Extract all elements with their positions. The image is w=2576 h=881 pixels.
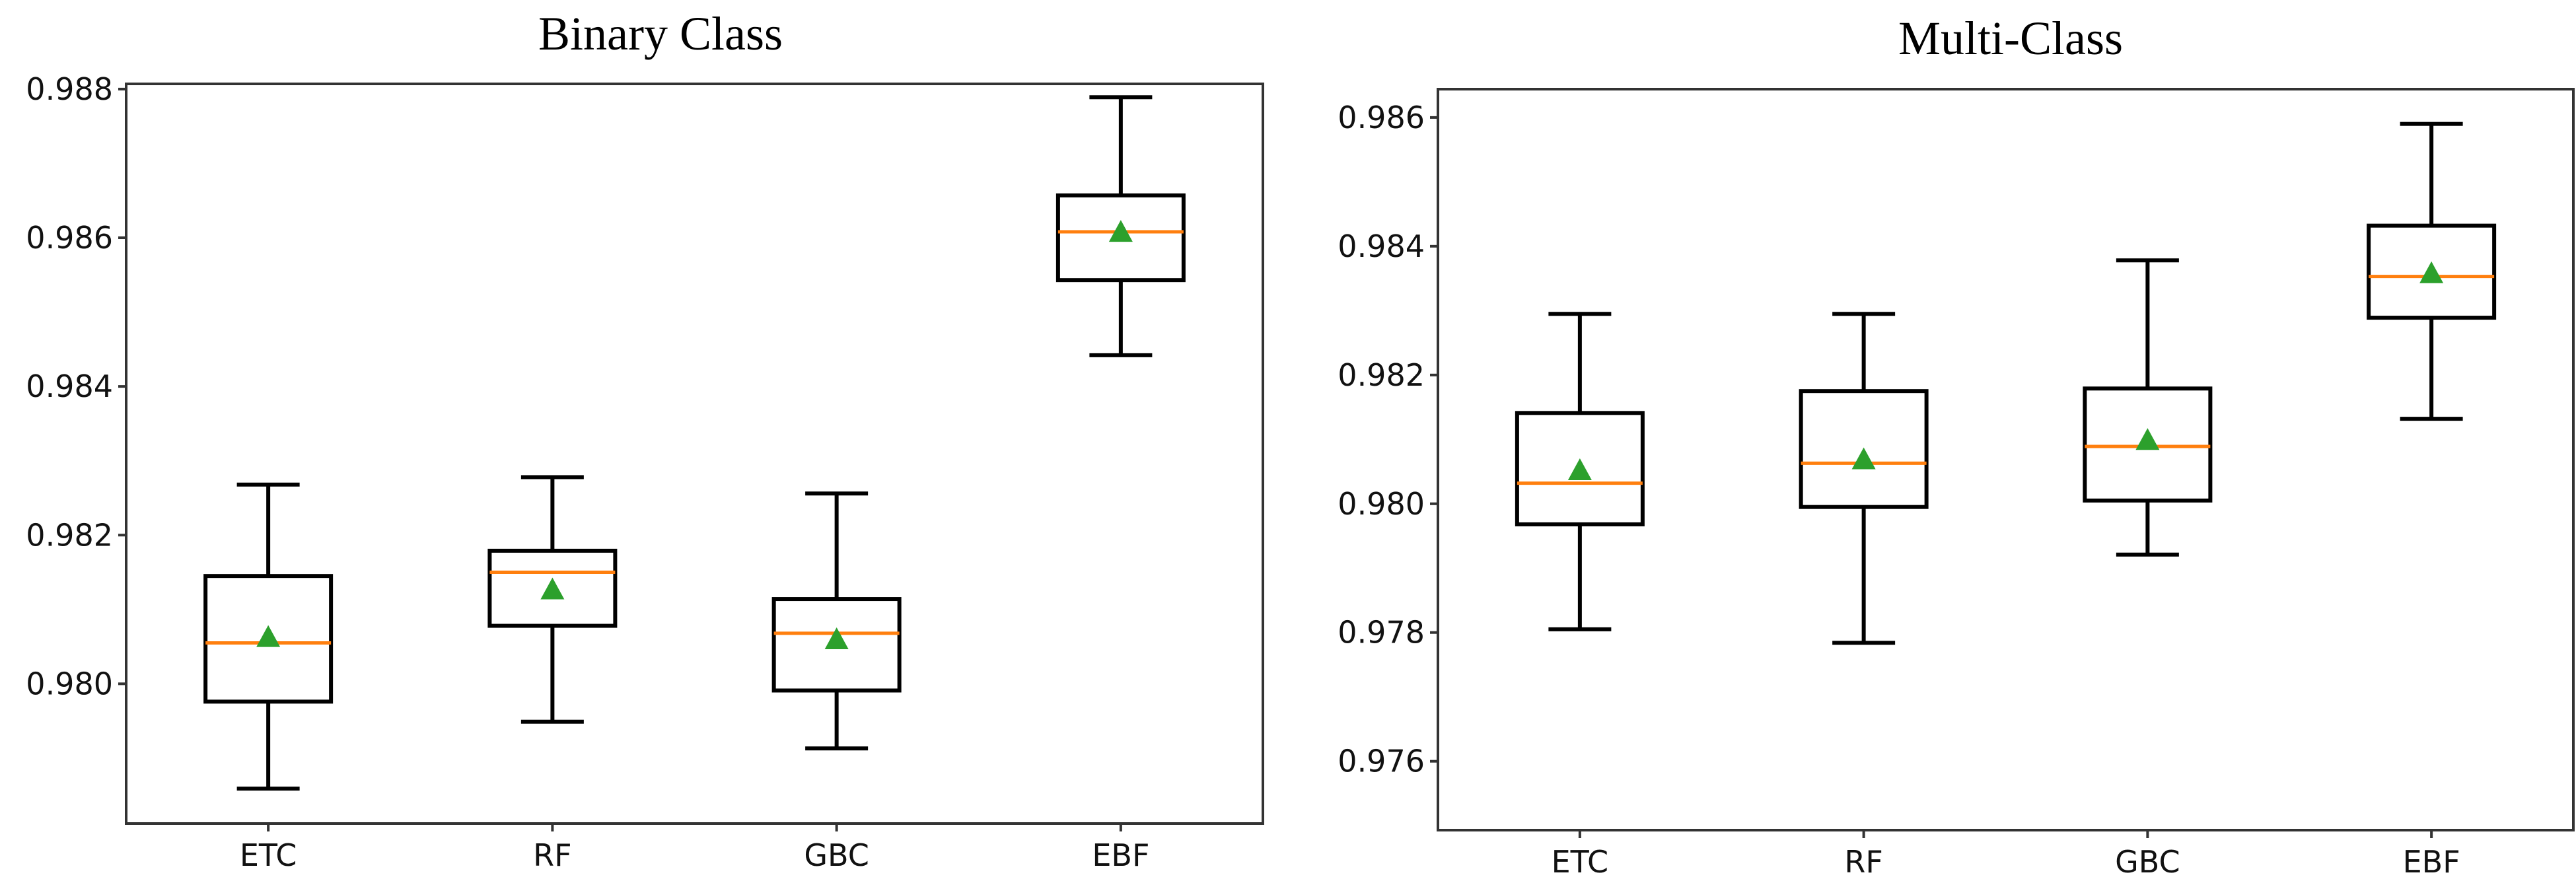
y-tick-label: 0.986 (26, 220, 113, 256)
x-tick-label: GBC (804, 837, 869, 873)
y-tick-label: 0.980 (26, 666, 113, 701)
x-tick-label: EBF (2403, 844, 2460, 880)
iqr-box (1515, 411, 1645, 526)
iqr-box (771, 597, 902, 693)
mean-marker (2135, 428, 2160, 450)
iqr-box (487, 548, 618, 628)
axes-frame (125, 83, 1264, 825)
y-tick-label: 0.982 (1338, 357, 1425, 393)
mean-marker (1108, 220, 1133, 242)
mean-marker (540, 577, 565, 600)
iqr-box (2367, 223, 2497, 320)
iqr-box (203, 574, 334, 704)
y-tick-label: 0.980 (1338, 486, 1425, 522)
x-tick-label: RF (1844, 844, 1882, 880)
y-tick-label: 0.976 (1338, 744, 1425, 779)
box-gbc (771, 491, 902, 751)
y-tick-label: 0.986 (1338, 100, 1425, 135)
chart-title: Multi-Class (1898, 12, 2123, 65)
x-tick-label: GBC (2115, 844, 2180, 880)
mean-marker (1851, 447, 1876, 470)
mean-marker (256, 625, 281, 647)
mean-marker (824, 627, 849, 649)
iqr-box (1055, 193, 1186, 283)
x-tick-label: RF (533, 837, 571, 873)
y-tick-label: 0.984 (26, 369, 113, 404)
box-rf (1799, 312, 1929, 645)
mean-marker (2419, 261, 2444, 283)
box-etc (203, 482, 334, 791)
y-tick-label: 0.978 (1338, 615, 1425, 651)
x-tick-label: ETC (1552, 844, 1609, 880)
mean-marker (1567, 458, 1592, 481)
iqr-box (2083, 386, 2213, 503)
box-ebf (2367, 122, 2497, 421)
x-tick-label: ETC (240, 837, 297, 873)
y-tick-label: 0.988 (26, 71, 113, 107)
binary-class-panel: Binary Class 0.980 0.982 0.984 0.986 0.988 ET… (26, 7, 1264, 873)
box-rf (487, 475, 618, 724)
x-tick-label: EBF (1092, 837, 1149, 873)
box-ebf (1055, 95, 1186, 357)
iqr-box (1799, 389, 1929, 509)
multi-class-panel: Multi-Class 0.976 0.978 0.980 0.982 0.984 0.9… (1338, 12, 2575, 880)
box-gbc (2083, 258, 2213, 557)
y-tick-label: 0.982 (26, 517, 113, 553)
box-etc (1515, 312, 1645, 631)
axes-frame (1437, 88, 2575, 831)
y-tick-label: 0.984 (1338, 229, 1425, 264)
chart-title: Binary Class (538, 7, 783, 60)
